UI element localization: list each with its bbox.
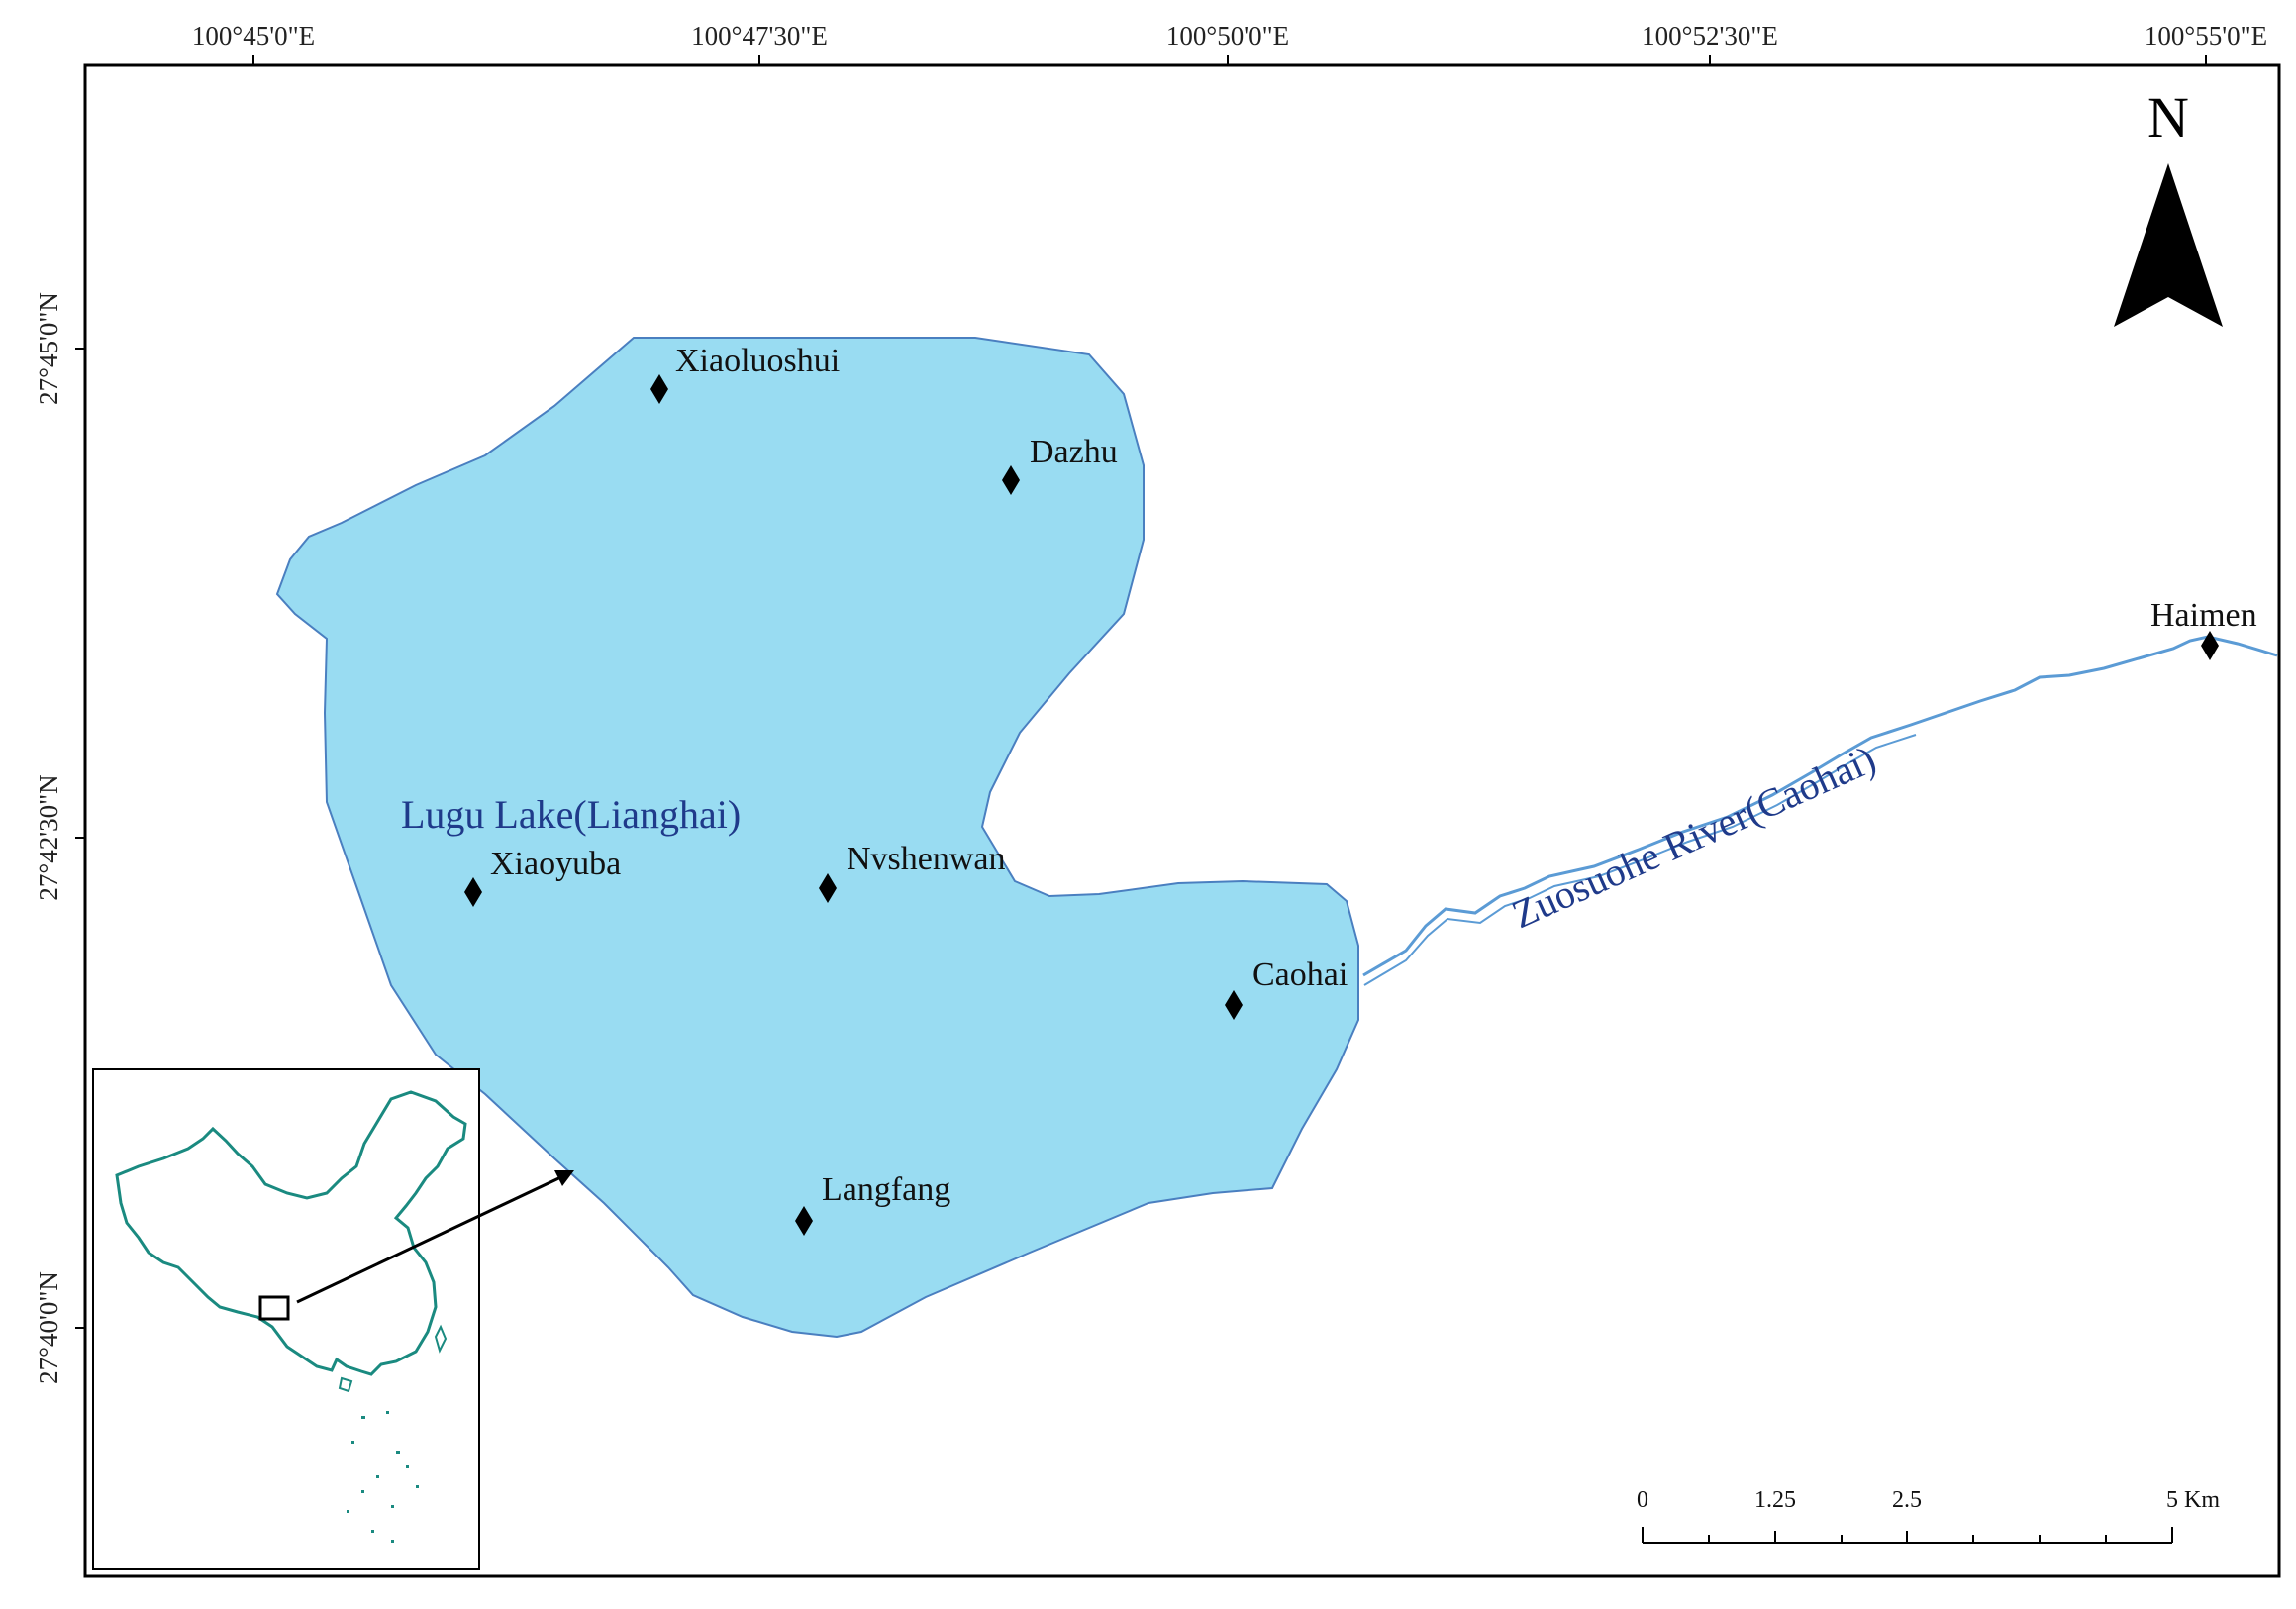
north-arrow-icon bbox=[2114, 163, 2223, 327]
site-label: Xiaoyuba bbox=[490, 846, 621, 882]
scale-bar: 0 1.25 2.5 5 Km bbox=[1637, 1487, 2220, 1544]
scale-label: 2.5 bbox=[1892, 1487, 1922, 1513]
site-label: Xiaoluoshui bbox=[675, 343, 840, 379]
scale-label: 1.25 bbox=[1754, 1487, 1796, 1513]
site-marker-icon bbox=[650, 374, 668, 404]
taiwan-island bbox=[434, 1324, 448, 1354]
north-arrow: N bbox=[2114, 85, 2223, 327]
site-xiaoyuba: Xiaoyuba bbox=[464, 846, 621, 907]
site-marker-icon bbox=[2201, 631, 2219, 660]
site-marker-icon bbox=[1225, 990, 1243, 1020]
site-label: Dazhu bbox=[1030, 434, 1118, 470]
site-marker-icon bbox=[1002, 465, 1020, 495]
hainan-island bbox=[338, 1376, 353, 1393]
map-frame bbox=[83, 63, 2281, 1578]
south-sea-islands bbox=[347, 1411, 419, 1543]
zuosuohe-river bbox=[1362, 635, 2278, 977]
china-outline bbox=[115, 1090, 467, 1376]
lat-tick-label: 27°42'30"N bbox=[34, 774, 63, 900]
locator-arrow bbox=[296, 1171, 570, 1304]
scale-label: 0 bbox=[1637, 1487, 1648, 1513]
site-nvshenwan: Nvshenwan bbox=[819, 841, 1006, 903]
lon-tick-label: 100°47'30"E bbox=[691, 21, 828, 50]
lat-ticks bbox=[75, 348, 85, 1329]
zuosuohe-river-bank bbox=[1363, 734, 1917, 986]
locator-arrowhead-icon bbox=[554, 1170, 574, 1186]
site-label: Langfang bbox=[822, 1171, 950, 1208]
site-haimen: Haimen bbox=[2150, 597, 2257, 660]
river-label: Zuosuohe River(Caohai) bbox=[1505, 737, 1882, 937]
lat-tick-label: 27°45'0"N bbox=[34, 292, 63, 405]
lat-tick-label: 27°40'0"N bbox=[34, 1271, 63, 1384]
lon-tick-label: 100°45'0"E bbox=[192, 21, 315, 50]
scale-label: 5 Km bbox=[2166, 1487, 2220, 1513]
site-label: Haimen bbox=[2150, 597, 2257, 634]
north-label: N bbox=[2147, 85, 2189, 150]
lake-label: Lugu Lake(Lianghai) bbox=[401, 792, 741, 837]
site-marker-icon bbox=[819, 873, 837, 903]
lon-tick-label: 100°55'0"E bbox=[2145, 21, 2267, 50]
lugu-lake bbox=[275, 337, 1359, 1339]
china-inset-map bbox=[92, 1068, 574, 1570]
site-marker-icon bbox=[795, 1206, 813, 1236]
site-dazhu: Dazhu bbox=[1002, 434, 1118, 495]
site-marker-icon bbox=[464, 877, 482, 907]
site-caohai: Caohai bbox=[1225, 956, 1348, 1020]
site-langfang: Langfang bbox=[795, 1171, 950, 1236]
lon-tick-label: 100°50'0"E bbox=[1166, 21, 1289, 50]
study-area-box bbox=[258, 1295, 290, 1321]
site-xiaoluoshui: Xiaoluoshui bbox=[650, 343, 840, 404]
site-label: Caohai bbox=[1252, 956, 1348, 993]
lon-tick-label: 100°52'30"E bbox=[1642, 21, 1778, 50]
lon-ticks bbox=[252, 55, 2207, 65]
site-label: Nvshenwan bbox=[847, 841, 1006, 877]
